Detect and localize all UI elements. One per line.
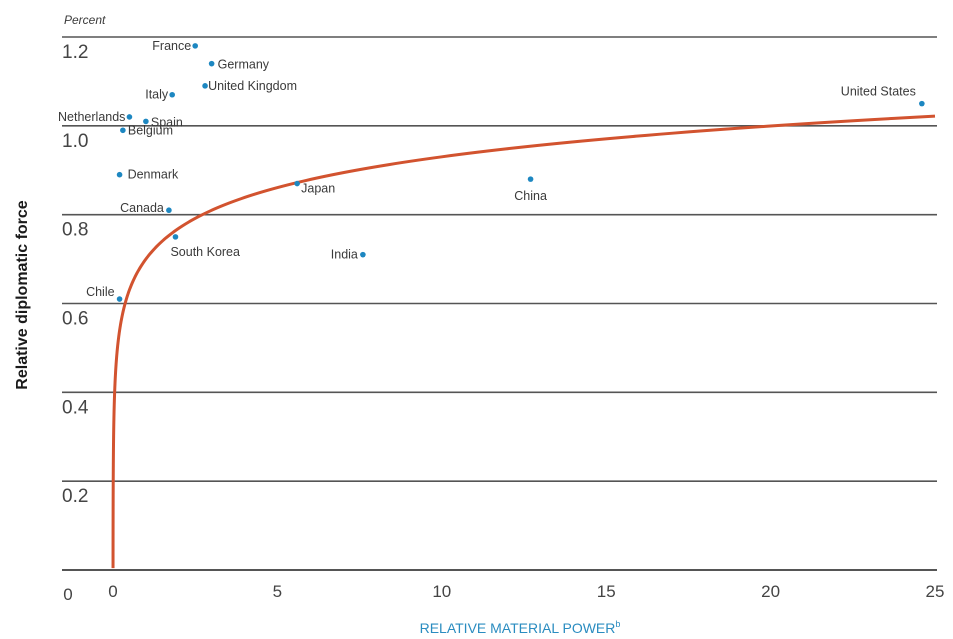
data-point — [192, 43, 198, 49]
x-tick-label: 25 — [926, 582, 945, 601]
data-point — [202, 83, 208, 89]
y-tick-label: 1.0 — [62, 131, 88, 152]
point-label: Belgium — [128, 123, 173, 137]
x-axis-label: RELATIVE MATERIAL POWERb — [420, 619, 621, 636]
point-label: Italy — [145, 88, 169, 102]
gridlines — [62, 36, 937, 571]
y-tick-label: 0.4 — [62, 397, 89, 418]
point-label: Canada — [120, 201, 164, 215]
x-tick-label: 10 — [432, 582, 451, 601]
x-tick-label: 20 — [761, 582, 780, 601]
x-tick-label: 5 — [273, 582, 282, 601]
point-label: China — [514, 189, 547, 203]
point-label: Chile — [86, 285, 115, 299]
y-tick-labels: 0.2 0.4 0.6 0.8 1.0 1.2 — [62, 42, 89, 507]
data-point — [169, 91, 175, 98]
data-point — [172, 234, 179, 240]
point-label: Denmark — [128, 168, 179, 182]
point-label: France — [152, 39, 191, 53]
data-point — [166, 207, 172, 214]
data-point — [294, 180, 300, 187]
data-point — [143, 118, 149, 125]
point-label: Netherlands — [58, 110, 125, 124]
y-tick-label: 0.8 — [62, 220, 88, 241]
point-label: United Kingdom — [208, 79, 297, 93]
x-tick-label: 15 — [597, 582, 616, 601]
y-tick-label: 1.2 — [62, 42, 88, 63]
y-unit-label: Percent — [64, 13, 106, 27]
y-axis-label: Relative diplomatic force — [14, 200, 31, 389]
x-axis-label-superscript: b — [615, 619, 620, 629]
data-point — [116, 296, 123, 302]
x-tick-labels: 0 5 10 15 20 25 — [108, 582, 944, 601]
data-point — [120, 127, 126, 134]
point-label: Spain — [151, 115, 183, 129]
data-point — [126, 114, 133, 120]
data-point — [208, 60, 215, 67]
point-label: Japan — [301, 182, 335, 196]
x-tick-label: 0 — [108, 582, 117, 601]
data-points: France Germany United Kingdom Italy Netherla… — [58, 39, 925, 302]
point-label: Germany — [218, 58, 270, 72]
x-origin-label: 0 — [63, 585, 72, 604]
trend-curve — [111, 114, 936, 569]
data-point — [919, 100, 925, 107]
point-label: United States — [841, 85, 916, 99]
y-tick-label: 0.6 — [62, 309, 88, 330]
data-point — [527, 176, 534, 182]
point-label: South Korea — [170, 245, 240, 259]
y-tick-label: 0.2 — [62, 486, 88, 507]
x-axis-label-text: RELATIVE MATERIAL POWER — [420, 620, 616, 636]
point-label: India — [331, 248, 358, 262]
data-point — [360, 251, 366, 258]
data-point — [116, 171, 123, 178]
